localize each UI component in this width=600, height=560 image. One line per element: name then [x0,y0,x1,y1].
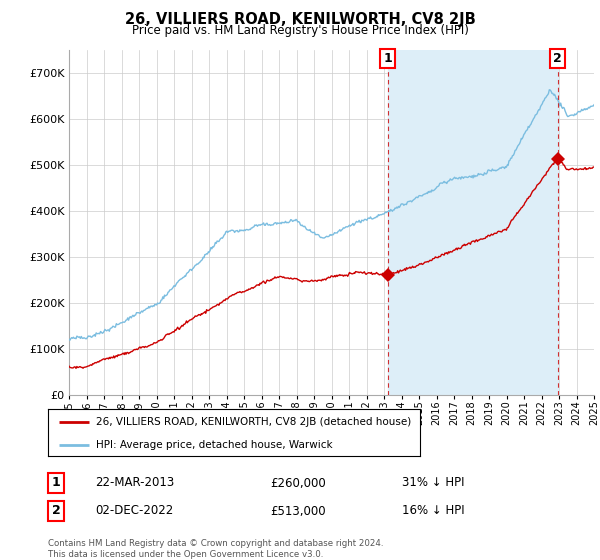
Text: Contains HM Land Registry data © Crown copyright and database right 2024.
This d: Contains HM Land Registry data © Crown c… [48,539,383,559]
Text: Price paid vs. HM Land Registry's House Price Index (HPI): Price paid vs. HM Land Registry's House … [131,24,469,36]
Text: 2: 2 [553,52,562,65]
Text: 2: 2 [52,505,60,517]
Text: 26, VILLIERS ROAD, KENILWORTH, CV8 2JB (detached house): 26, VILLIERS ROAD, KENILWORTH, CV8 2JB (… [97,417,412,427]
Text: 16% ↓ HPI: 16% ↓ HPI [402,505,464,517]
Text: 02-DEC-2022: 02-DEC-2022 [95,505,174,517]
Bar [388,50,557,395]
Text: 1: 1 [383,52,392,65]
Text: 31% ↓ HPI: 31% ↓ HPI [402,477,464,489]
Text: £513,000: £513,000 [270,505,325,517]
Text: 1: 1 [52,477,60,489]
Text: HPI: Average price, detached house, Warwick: HPI: Average price, detached house, Warw… [97,440,333,450]
Text: 26, VILLIERS ROAD, KENILWORTH, CV8 2JB: 26, VILLIERS ROAD, KENILWORTH, CV8 2JB [125,12,475,27]
Text: 22-MAR-2013: 22-MAR-2013 [95,477,175,489]
Text: £260,000: £260,000 [270,477,326,489]
